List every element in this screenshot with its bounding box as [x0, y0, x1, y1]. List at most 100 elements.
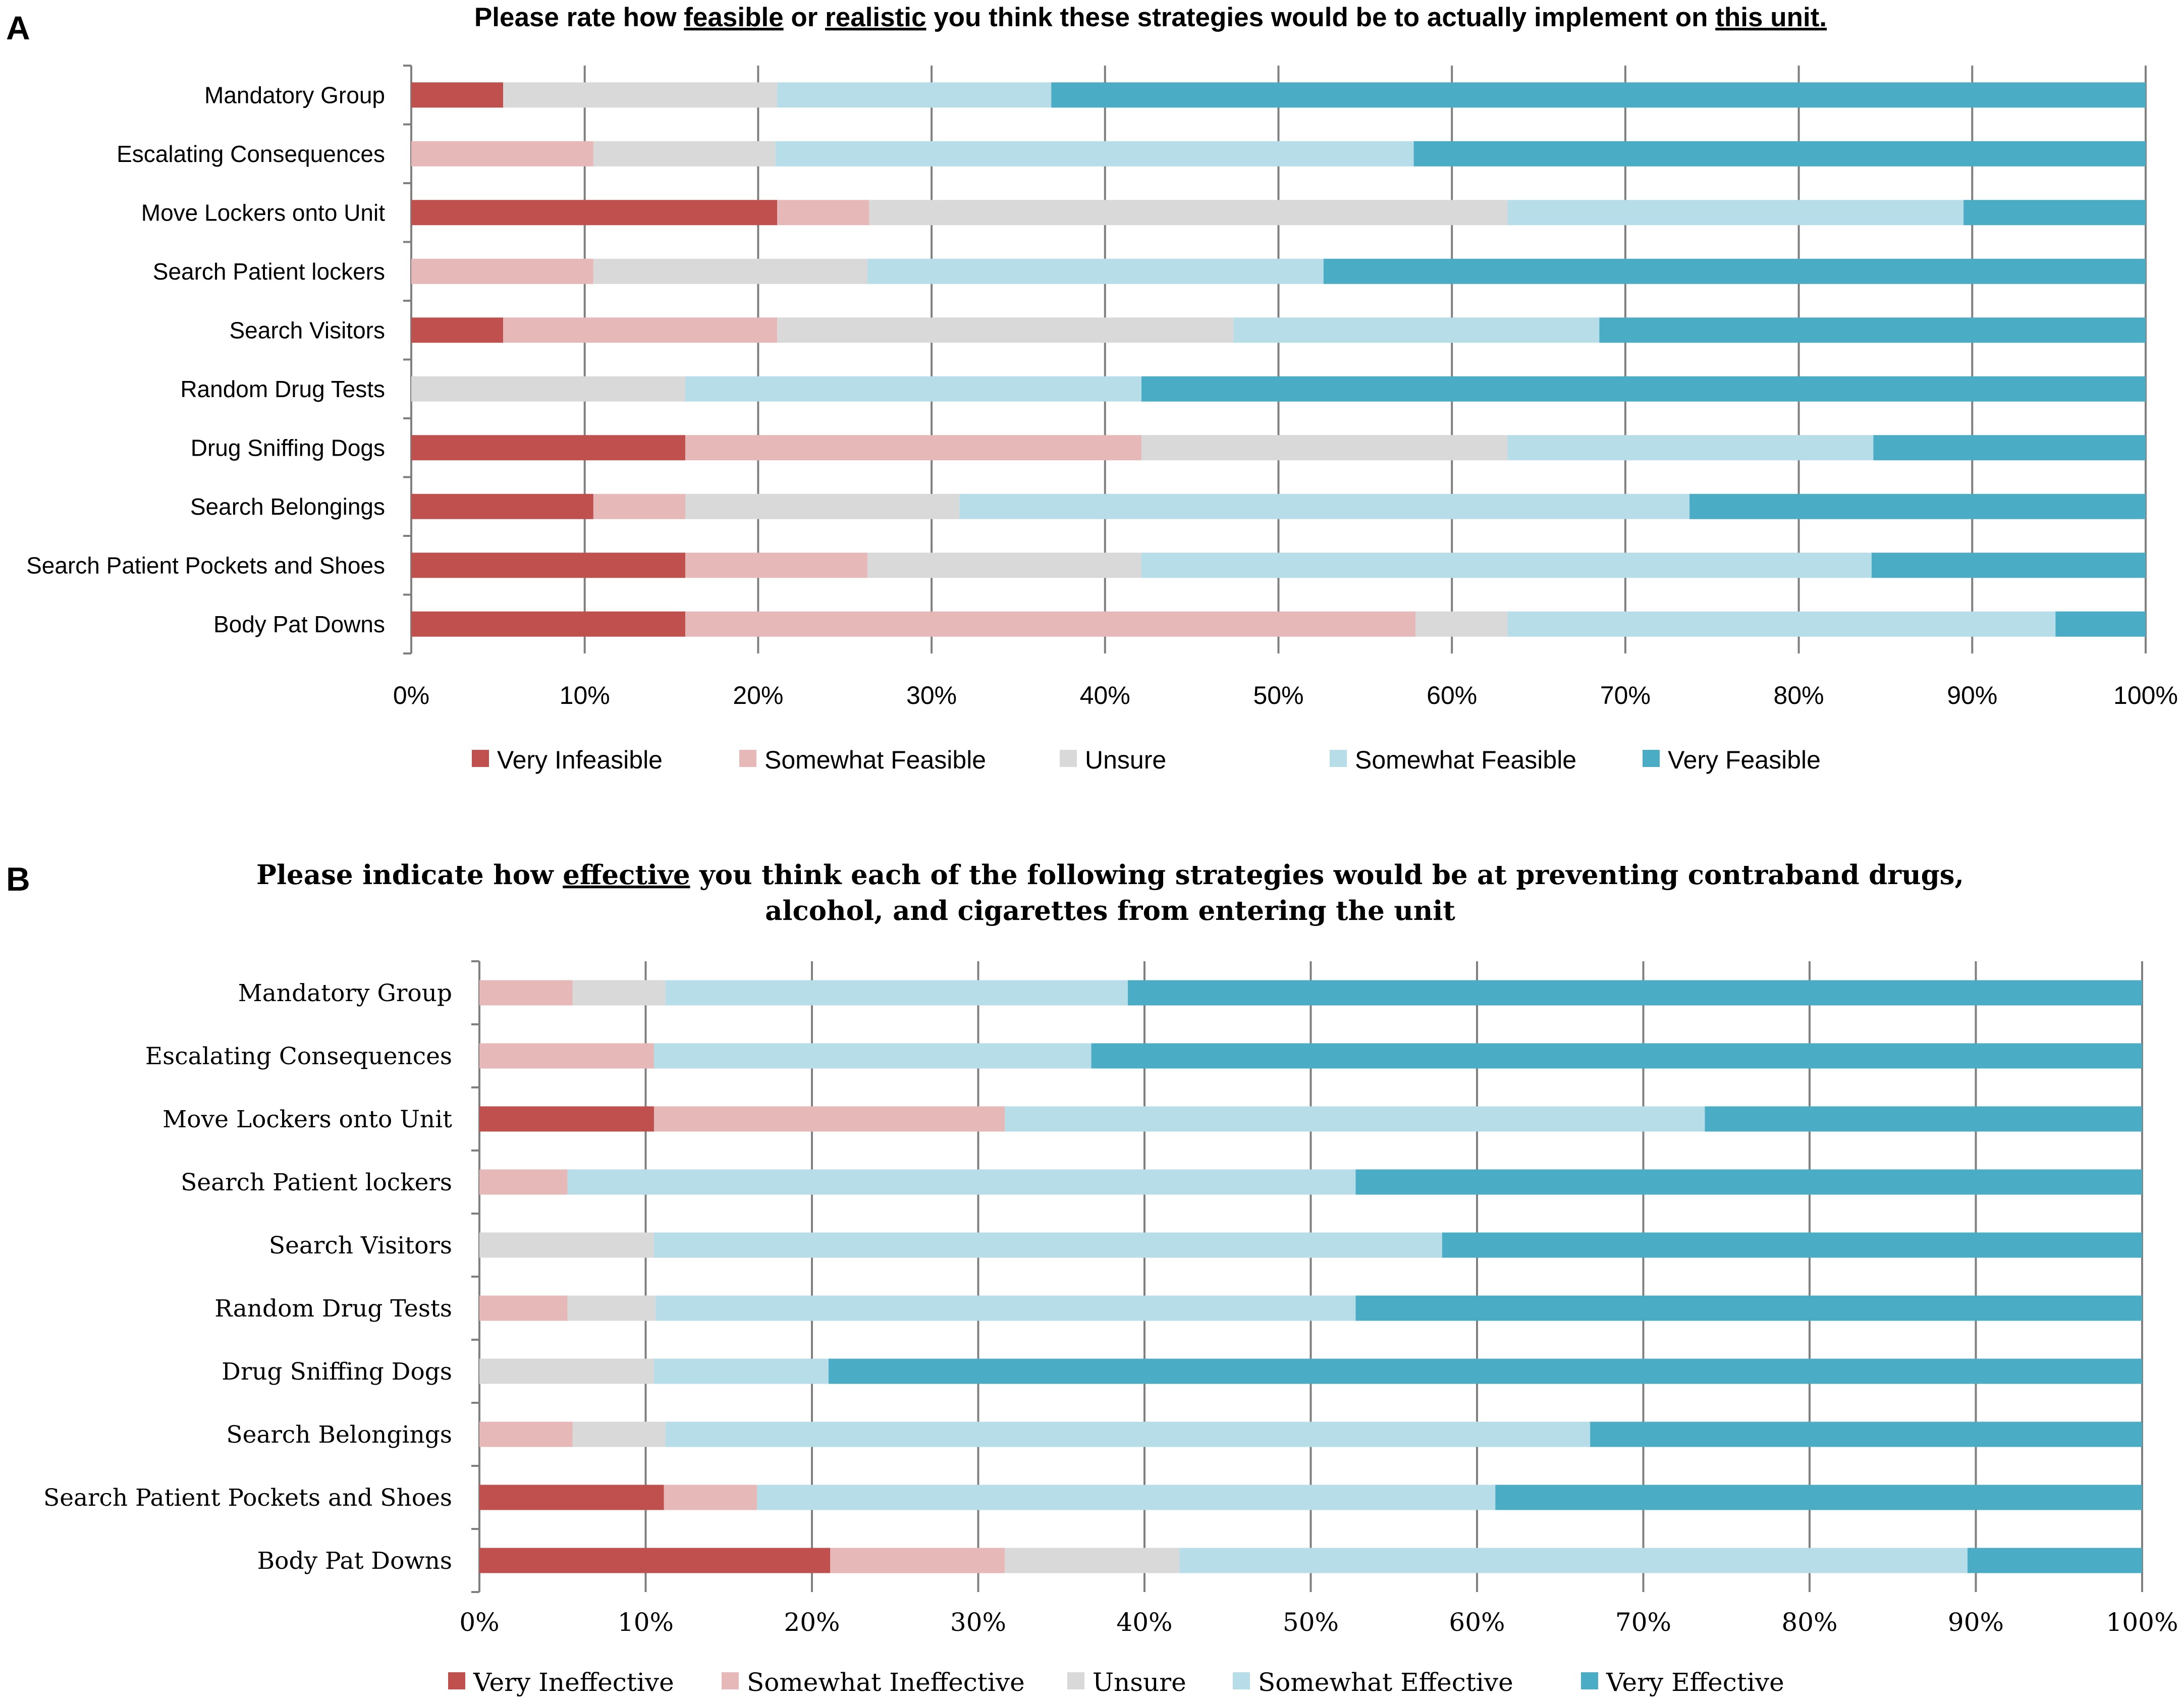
panel-a-letter: A: [6, 9, 30, 46]
panel-b-x-tick-label-0: 0%: [459, 1608, 499, 1637]
panel-a-bar-escalating-consequences-very-feasible-4: [1413, 141, 2146, 167]
panel-a-bar-search-belongings-somewhat-feasible-3: [959, 494, 1690, 519]
panel-b-category-label-search-visitors: Search Visitors: [269, 1232, 452, 1259]
panel-b-x-tick-label-7: 70%: [1615, 1608, 1671, 1637]
panel-a-category-label-drug-sniffing-dogs: Drug Sniffing Dogs: [191, 434, 385, 461]
panel-a-bar-body-pat-downs-unsure-2: [1415, 611, 1508, 637]
panel-b-bar-body-pat-downs-somewhat-ineffective-1: [830, 1548, 1005, 1573]
panel-a-category-label-escalating-consequences: Escalating Consequences: [117, 141, 385, 167]
panel-b-bar-search-patient-pockets-and-shoes-somewhat-ineffective-1: [664, 1485, 757, 1510]
panel-a-category-label-search-patient-pockets-and-shoes: Search Patient Pockets and Shoes: [26, 552, 385, 578]
panel-b-bar-mandatory-group-very-effective-4: [1128, 980, 2142, 1006]
panel-b-bar-move-lockers-onto-unit-very-effective-4: [1705, 1106, 2142, 1132]
panel-a-bar-body-pat-downs-somewhat-feasible-1: [685, 611, 1416, 637]
panel-a-bar-move-lockers-onto-unit-somewhat-feasible-1: [777, 200, 869, 226]
panel-b-bar-escalating-consequences-somewhat-effective-3: [653, 1043, 1091, 1069]
panel-a-bar-drug-sniffing-dogs-somewhat-feasible-1: [685, 435, 1141, 461]
panel-b-bar-body-pat-downs-unsure-2: [1005, 1548, 1180, 1573]
panel-b-bar-escalating-consequences-somewhat-ineffective-1: [479, 1043, 654, 1069]
panel-a-bar-search-patient-pockets-and-shoes-somewhat-feasible-3: [1141, 553, 1872, 578]
panel-b-x-tick-label-3: 30%: [950, 1608, 1006, 1637]
panel-a-bar-search-belongings-very-feasible-4: [1689, 494, 2146, 519]
panel-b-legend-swatch-0: [448, 1672, 465, 1689]
panel-a-category-label-random-drug-tests: Random Drug Tests: [180, 376, 385, 402]
panel-a-title-part-2: or: [784, 3, 825, 32]
panel-a-bar-body-pat-downs-very-infeasible-0: [411, 611, 686, 637]
panel-a-bar-search-belongings-very-infeasible-0: [411, 494, 593, 519]
panel-b-category-label-move-lockers-onto-unit: Move Lockers onto Unit: [162, 1106, 452, 1133]
panel-b-bar-drug-sniffing-dogs-very-effective-4: [828, 1358, 2142, 1384]
panel-b-bar-mandatory-group-unsure-2: [572, 980, 666, 1006]
panel-a-bar-body-pat-downs-somewhat-feasible-3: [1507, 611, 2056, 637]
panel-a-bar-random-drug-tests-unsure-2: [411, 376, 686, 402]
panel-a-bar-escalating-consequences-somewhat-feasible-3: [775, 141, 1414, 167]
panel-a-title-part-0: Please rate how: [474, 3, 684, 32]
panel-a-bar-random-drug-tests-somewhat-feasible-3: [685, 376, 1141, 402]
panel-a-bar-mandatory-group-somewhat-feasible-3: [777, 82, 1052, 108]
panel-a-bar-search-patient-pockets-and-shoes-unsure-2: [867, 553, 1141, 578]
panel-b-legend-label-0: Very Ineffective: [473, 1668, 674, 1697]
panel-a-bar-drug-sniffing-dogs-very-feasible-4: [1873, 435, 2146, 461]
panel-a-bar-search-patient-lockers-very-feasible-4: [1323, 258, 2146, 284]
panel-a-bar-search-belongings-somewhat-feasible-1: [593, 494, 686, 519]
panel-b-bar-search-patient-lockers-somewhat-ineffective-1: [479, 1169, 568, 1195]
panel-b-bar-search-visitors-somewhat-effective-3: [653, 1232, 1442, 1258]
panel-a-title-part-1: feasible: [684, 3, 783, 32]
panel-b-bar-search-patient-pockets-and-shoes-somewhat-effective-3: [757, 1485, 1496, 1510]
panel-b-category-label-random-drug-tests: Random Drug Tests: [214, 1295, 452, 1323]
panel-a-title-part-4: you think these strategies would be to a…: [926, 3, 1715, 32]
panel-a-bar-random-drug-tests-very-feasible-4: [1141, 376, 2146, 402]
panel-a-title: Please rate how feasible or realistic yo…: [474, 3, 1827, 32]
panel-b-legend-swatch-3: [1233, 1672, 1250, 1689]
panel-b-bar-random-drug-tests-somewhat-ineffective-1: [479, 1295, 568, 1321]
panel-b-title-line-2: alcohol, and cigarettes from entering th…: [765, 895, 1455, 926]
panel-a-category-label-search-patient-lockers: Search Patient lockers: [153, 258, 385, 285]
panel-b-bar-mandatory-group-somewhat-ineffective-1: [479, 980, 573, 1006]
panel-a-bar-search-visitors-very-feasible-4: [1599, 317, 2146, 343]
panel-b-x-tick-label-5: 50%: [1283, 1608, 1339, 1637]
panel-a-legend-swatch-4: [1643, 750, 1660, 767]
panel-a-bar-search-patient-lockers-somewhat-feasible-3: [867, 258, 1324, 284]
panel-a-x-tick-label-3: 30%: [906, 681, 957, 709]
panel-a-bar-search-patient-pockets-and-shoes-very-feasible-4: [1871, 553, 2146, 578]
panel-a-bar-mandatory-group-very-infeasible-0: [411, 82, 504, 108]
panel-b-x-tick-label-1: 10%: [618, 1608, 674, 1637]
panel-b-bar-body-pat-downs-very-effective-4: [1968, 1548, 2142, 1573]
panel-b-bar-random-drug-tests-unsure-2: [567, 1295, 656, 1321]
panel-a-bar-search-visitors-somewhat-feasible-1: [503, 317, 778, 343]
panel-a-bar-drug-sniffing-dogs-very-infeasible-0: [411, 435, 686, 461]
panel-b-bar-drug-sniffing-dogs-somewhat-effective-3: [653, 1358, 829, 1384]
panel-b-bar-search-patient-lockers-very-effective-4: [1355, 1169, 2142, 1195]
panel-a-bar-search-visitors-unsure-2: [777, 317, 1234, 343]
panel-b-title-part-0: Please indicate how: [256, 859, 563, 891]
panel-b-x-tick-label-10: 100%: [2106, 1608, 2178, 1637]
panel-a-x-tick-label-2: 20%: [733, 681, 783, 709]
panel-b-legend-label-1: Somewhat Ineffective: [747, 1668, 1025, 1697]
panel-a-bar-body-pat-downs-very-feasible-4: [2055, 611, 2146, 637]
panel-a-bar-escalating-consequences-somewhat-feasible-1: [411, 141, 593, 167]
panel-a-bar-search-visitors-very-infeasible-0: [411, 317, 504, 343]
panel-b-category-label-escalating-consequences: Escalating Consequences: [145, 1043, 452, 1070]
panel-a-bar-mandatory-group-very-feasible-4: [1051, 82, 2146, 108]
panel-b-bar-search-visitors-unsure-2: [479, 1232, 654, 1258]
panel-a-x-tick-label-5: 50%: [1253, 681, 1303, 709]
panel-a-bar-search-patient-lockers-somewhat-feasible-1: [411, 258, 593, 284]
panel-b-bar-random-drug-tests-very-effective-4: [1355, 1295, 2142, 1321]
panel-b-category-label-search-patient-pockets-and-shoes: Search Patient Pockets and Shoes: [43, 1484, 452, 1512]
panel-b-title-part-2: you think each of the following strategi…: [690, 859, 1964, 891]
panel-b-x-tick-label-8: 80%: [1781, 1608, 1837, 1637]
panel-a-legend-label-2: Unsure: [1085, 746, 1166, 774]
panel-b-legend-label-2: Unsure: [1093, 1668, 1186, 1697]
panel-a-category-label-move-lockers-onto-unit: Move Lockers onto Unit: [141, 199, 385, 226]
panel-b-bar-drug-sniffing-dogs-unsure-2: [479, 1358, 654, 1384]
panel-a-title-part-3: realistic: [825, 3, 926, 32]
panel-b-bar-search-visitors-very-effective-4: [1442, 1232, 2142, 1258]
panel-b-x-tick-label-9: 90%: [1948, 1608, 2004, 1637]
panel-a-x-tick-label-7: 70%: [1600, 681, 1651, 709]
panel-a-category-label-search-belongings: Search Belongings: [190, 494, 385, 520]
panel-a-category-label-mandatory-group: Mandatory Group: [204, 82, 385, 108]
panel-a-bar-search-belongings-unsure-2: [685, 494, 960, 519]
panel-b-category-label-search-patient-lockers: Search Patient lockers: [181, 1169, 452, 1196]
panel-b-letter: B: [6, 860, 30, 898]
